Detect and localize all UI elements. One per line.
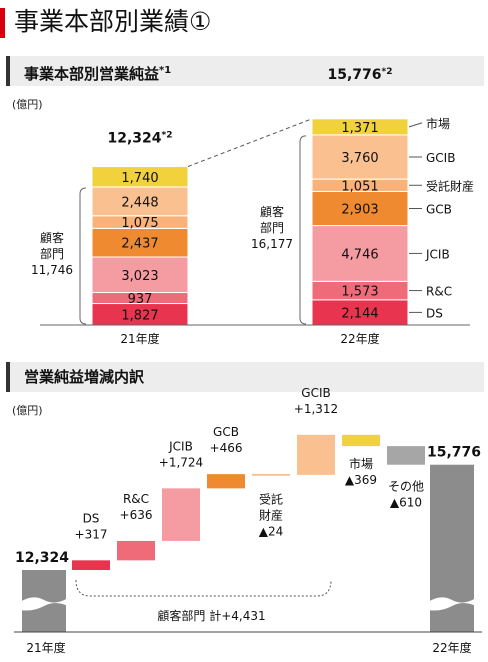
segment-value-label: 2,144 <box>341 306 378 321</box>
segment-value-label: 1,740 <box>121 171 158 186</box>
bar-segment <box>311 118 409 136</box>
segment-value-label: 1,075 <box>121 216 158 231</box>
customer-label-line2: 部門 <box>260 220 284 235</box>
end-value-label: 15,776 <box>427 445 481 461</box>
step-name-label: R&C <box>123 492 149 506</box>
segment-value-label: 3,023 <box>121 269 158 284</box>
step-name-label: JCIB <box>168 439 193 453</box>
legend-label: GCIB <box>426 151 455 165</box>
waterfall-step-bar <box>252 474 290 476</box>
section2-header-mark <box>6 362 10 392</box>
start-value-label: 12,324 <box>15 550 69 566</box>
step-name-label: 市場 <box>349 456 373 471</box>
section1-title: 事業本部別営業純益*1 <box>24 56 171 89</box>
step-delta-label: +636 <box>120 508 153 522</box>
customer-sum-bracket <box>75 579 332 597</box>
step-name-label: GCB <box>213 425 239 439</box>
section1-header: 事業本部別営業純益*1 <box>6 56 484 86</box>
end-x-label: 22年度 <box>432 640 471 655</box>
customer-bracket <box>79 187 87 325</box>
step-delta-label: ▲24 <box>259 525 284 539</box>
legend-label: GCB <box>426 203 452 217</box>
bar-segment <box>91 227 189 258</box>
waterfall-step-bar <box>207 474 245 489</box>
step-delta-label: ▲610 <box>390 496 422 510</box>
legend-label: JCIB <box>425 247 450 261</box>
total-connector-line <box>187 118 313 167</box>
title-accent-bar <box>0 8 5 38</box>
section2-unit: (億円) <box>12 404 43 417</box>
x-tick-label: 21年度 <box>120 331 159 346</box>
step-delta-label: +1,312 <box>294 402 338 416</box>
section2-title: 営業純益増減内訳 <box>24 368 145 386</box>
segment-value-label: 2,448 <box>121 195 158 210</box>
step-delta-label: +466 <box>210 441 243 455</box>
step-delta-label: +317 <box>75 527 108 541</box>
segment-value-label: 2,903 <box>341 203 378 218</box>
section2-header: 営業純益増減内訳 <box>6 362 484 392</box>
waterfall-step-bar <box>162 488 200 541</box>
bar-segment <box>91 166 189 188</box>
customer-sum-label: 顧客部門 計+4,431 <box>157 608 265 623</box>
axis-break-mark <box>428 597 476 611</box>
customer-bracket <box>299 135 307 325</box>
customer-label-line1: 顧客 <box>40 230 64 245</box>
segment-value-label: 1,573 <box>341 285 378 300</box>
section1-unit: (億円) <box>12 98 43 111</box>
segment-value-label: 1,827 <box>121 308 158 323</box>
waterfall-step-bar <box>72 560 110 570</box>
total-label: 15,776*2 <box>328 67 393 83</box>
legend-label: 市場 <box>426 116 450 131</box>
waterfall-step-bar <box>387 446 425 465</box>
page-title: 事業本部別業績① <box>14 7 212 36</box>
bar-segment <box>311 134 409 180</box>
segment-value-label: 1,051 <box>341 179 378 194</box>
waterfall-step-bar <box>297 434 335 475</box>
bar-segment <box>91 186 189 217</box>
bar-segment <box>311 225 409 282</box>
step-delta-label: +1,724 <box>159 455 203 469</box>
legend-label: DS <box>426 306 443 320</box>
waterfall-step-bar <box>117 540 155 561</box>
step-name-label: 受託 <box>259 492 283 507</box>
step-delta-label: ▲369 <box>345 473 377 487</box>
waterfall-step-bar <box>342 434 380 447</box>
customer-label-line1: 顧客 <box>260 204 284 219</box>
segment-value-label: 937 <box>128 292 153 307</box>
segment-value-label: 4,746 <box>341 247 378 262</box>
step-name-label: GCIB <box>301 386 330 400</box>
segment-value-label: 1,371 <box>341 121 378 136</box>
customer-total-value: 16,177 <box>251 237 293 251</box>
legend-leader <box>408 122 423 128</box>
section1-title-note: *1 <box>159 65 172 76</box>
step-name-label: DS <box>83 511 100 525</box>
segment-value-label: 3,760 <box>341 151 378 166</box>
customer-total-value: 11,746 <box>31 263 73 277</box>
step-name-label: その他 <box>388 480 424 494</box>
bar-segment <box>311 190 409 227</box>
legend-label: R&C <box>426 285 452 299</box>
axis-break-mark <box>20 597 68 611</box>
legend-label: 受託財産 <box>426 178 474 193</box>
step-name-label: 財産 <box>259 508 283 523</box>
x-tick-label: 22年度 <box>340 331 379 346</box>
customer-label-line2: 部門 <box>40 246 64 261</box>
section1-header-mark <box>6 56 10 86</box>
total-label: 12,324*2 <box>108 131 173 147</box>
section1-title-text: 事業本部別営業純益 <box>24 65 160 83</box>
total-note: *2 <box>162 131 173 141</box>
start-x-label: 21年度 <box>26 640 65 655</box>
segment-value-label: 2,437 <box>121 237 158 252</box>
total-note: *2 <box>382 67 393 77</box>
